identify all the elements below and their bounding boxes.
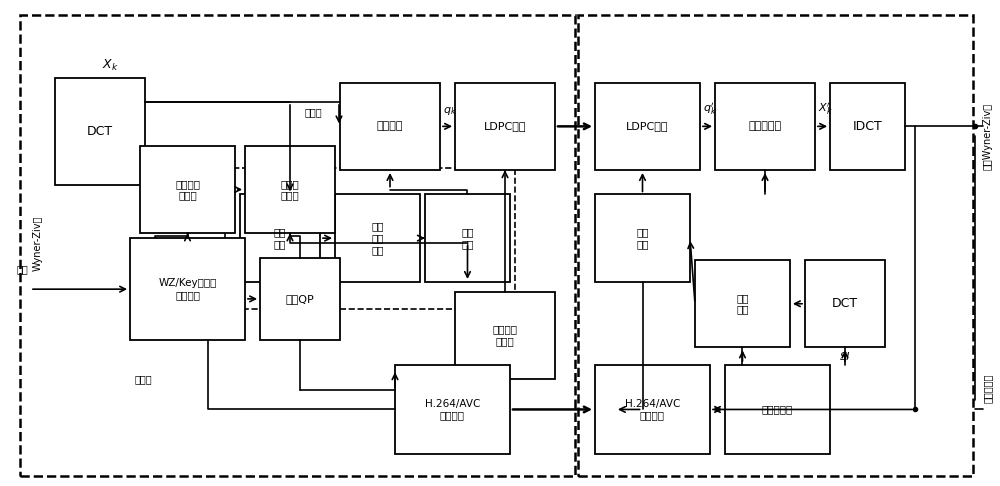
Text: $X_k'$: $X_k'$ <box>818 101 833 117</box>
Text: 解码Wyner-Ziv帧: 解码Wyner-Ziv帧 <box>983 103 993 170</box>
Text: 反量化重构: 反量化重构 <box>748 122 782 131</box>
FancyBboxPatch shape <box>578 15 973 476</box>
FancyBboxPatch shape <box>335 194 420 282</box>
FancyBboxPatch shape <box>695 260 790 347</box>
FancyBboxPatch shape <box>725 364 830 454</box>
Text: 训练帧: 训练帧 <box>305 107 323 117</box>
Text: 边信息生成: 边信息生成 <box>762 404 793 415</box>
FancyBboxPatch shape <box>455 292 555 379</box>
Text: LDPC解码: LDPC解码 <box>626 122 669 131</box>
Text: DCT: DCT <box>832 297 858 310</box>
FancyBboxPatch shape <box>830 83 905 170</box>
Text: 图像组码
率分配: 图像组码 率分配 <box>175 179 200 200</box>
FancyBboxPatch shape <box>425 194 510 282</box>
Text: 均匀量化: 均匀量化 <box>377 122 403 131</box>
FancyBboxPatch shape <box>240 194 320 282</box>
Text: LDPC编码: LDPC编码 <box>484 122 526 131</box>
FancyBboxPatch shape <box>225 168 515 309</box>
FancyBboxPatch shape <box>55 78 145 185</box>
Text: 帧层码
率分配: 帧层码 率分配 <box>281 179 299 200</box>
FancyBboxPatch shape <box>20 15 575 476</box>
FancyBboxPatch shape <box>340 83 440 170</box>
Text: 解码关键帧: 解码关键帧 <box>983 374 993 403</box>
Text: H.264/AVC
帧内编码: H.264/AVC 帧内编码 <box>425 399 480 420</box>
Text: 关键帧: 关键帧 <box>135 374 153 384</box>
FancyBboxPatch shape <box>260 258 340 340</box>
FancyBboxPatch shape <box>140 146 235 233</box>
Text: 均匀
量化: 均匀 量化 <box>736 293 749 314</box>
FancyBboxPatch shape <box>595 364 710 454</box>
FancyBboxPatch shape <box>455 83 555 170</box>
Text: $X_k$: $X_k$ <box>102 58 118 73</box>
Text: H.264/AVC
帧内解码: H.264/AVC 帧内解码 <box>625 399 680 420</box>
FancyBboxPatch shape <box>805 260 885 347</box>
FancyBboxPatch shape <box>395 364 510 454</box>
Text: $q_k$: $q_k$ <box>443 104 457 117</box>
Text: DCT: DCT <box>87 125 113 138</box>
FancyBboxPatch shape <box>245 146 335 233</box>
FancyBboxPatch shape <box>715 83 815 170</box>
Text: Wyner-Ziv帧: Wyner-Ziv帧 <box>33 215 43 271</box>
Text: 选择QP: 选择QP <box>286 294 314 304</box>
Text: 比特面码
率分配: 比特面码 率分配 <box>492 325 518 346</box>
FancyBboxPatch shape <box>595 194 690 282</box>
FancyBboxPatch shape <box>595 83 700 170</box>
Text: SI: SI <box>840 352 850 362</box>
Text: 相关
模型: 相关 模型 <box>636 227 649 249</box>
Text: 选取
模块: 选取 模块 <box>461 227 474 249</box>
Text: 训练
模块: 训练 模块 <box>274 227 286 249</box>
Text: $q_k'$: $q_k'$ <box>703 101 717 117</box>
Text: 码率
估计
模块: 码率 估计 模块 <box>371 222 384 255</box>
Text: 输入: 输入 <box>16 264 28 275</box>
Text: IDCT: IDCT <box>853 120 882 133</box>
FancyBboxPatch shape <box>130 238 245 340</box>
Text: WZ/Key分割与
码率分配: WZ/Key分割与 码率分配 <box>158 278 217 300</box>
